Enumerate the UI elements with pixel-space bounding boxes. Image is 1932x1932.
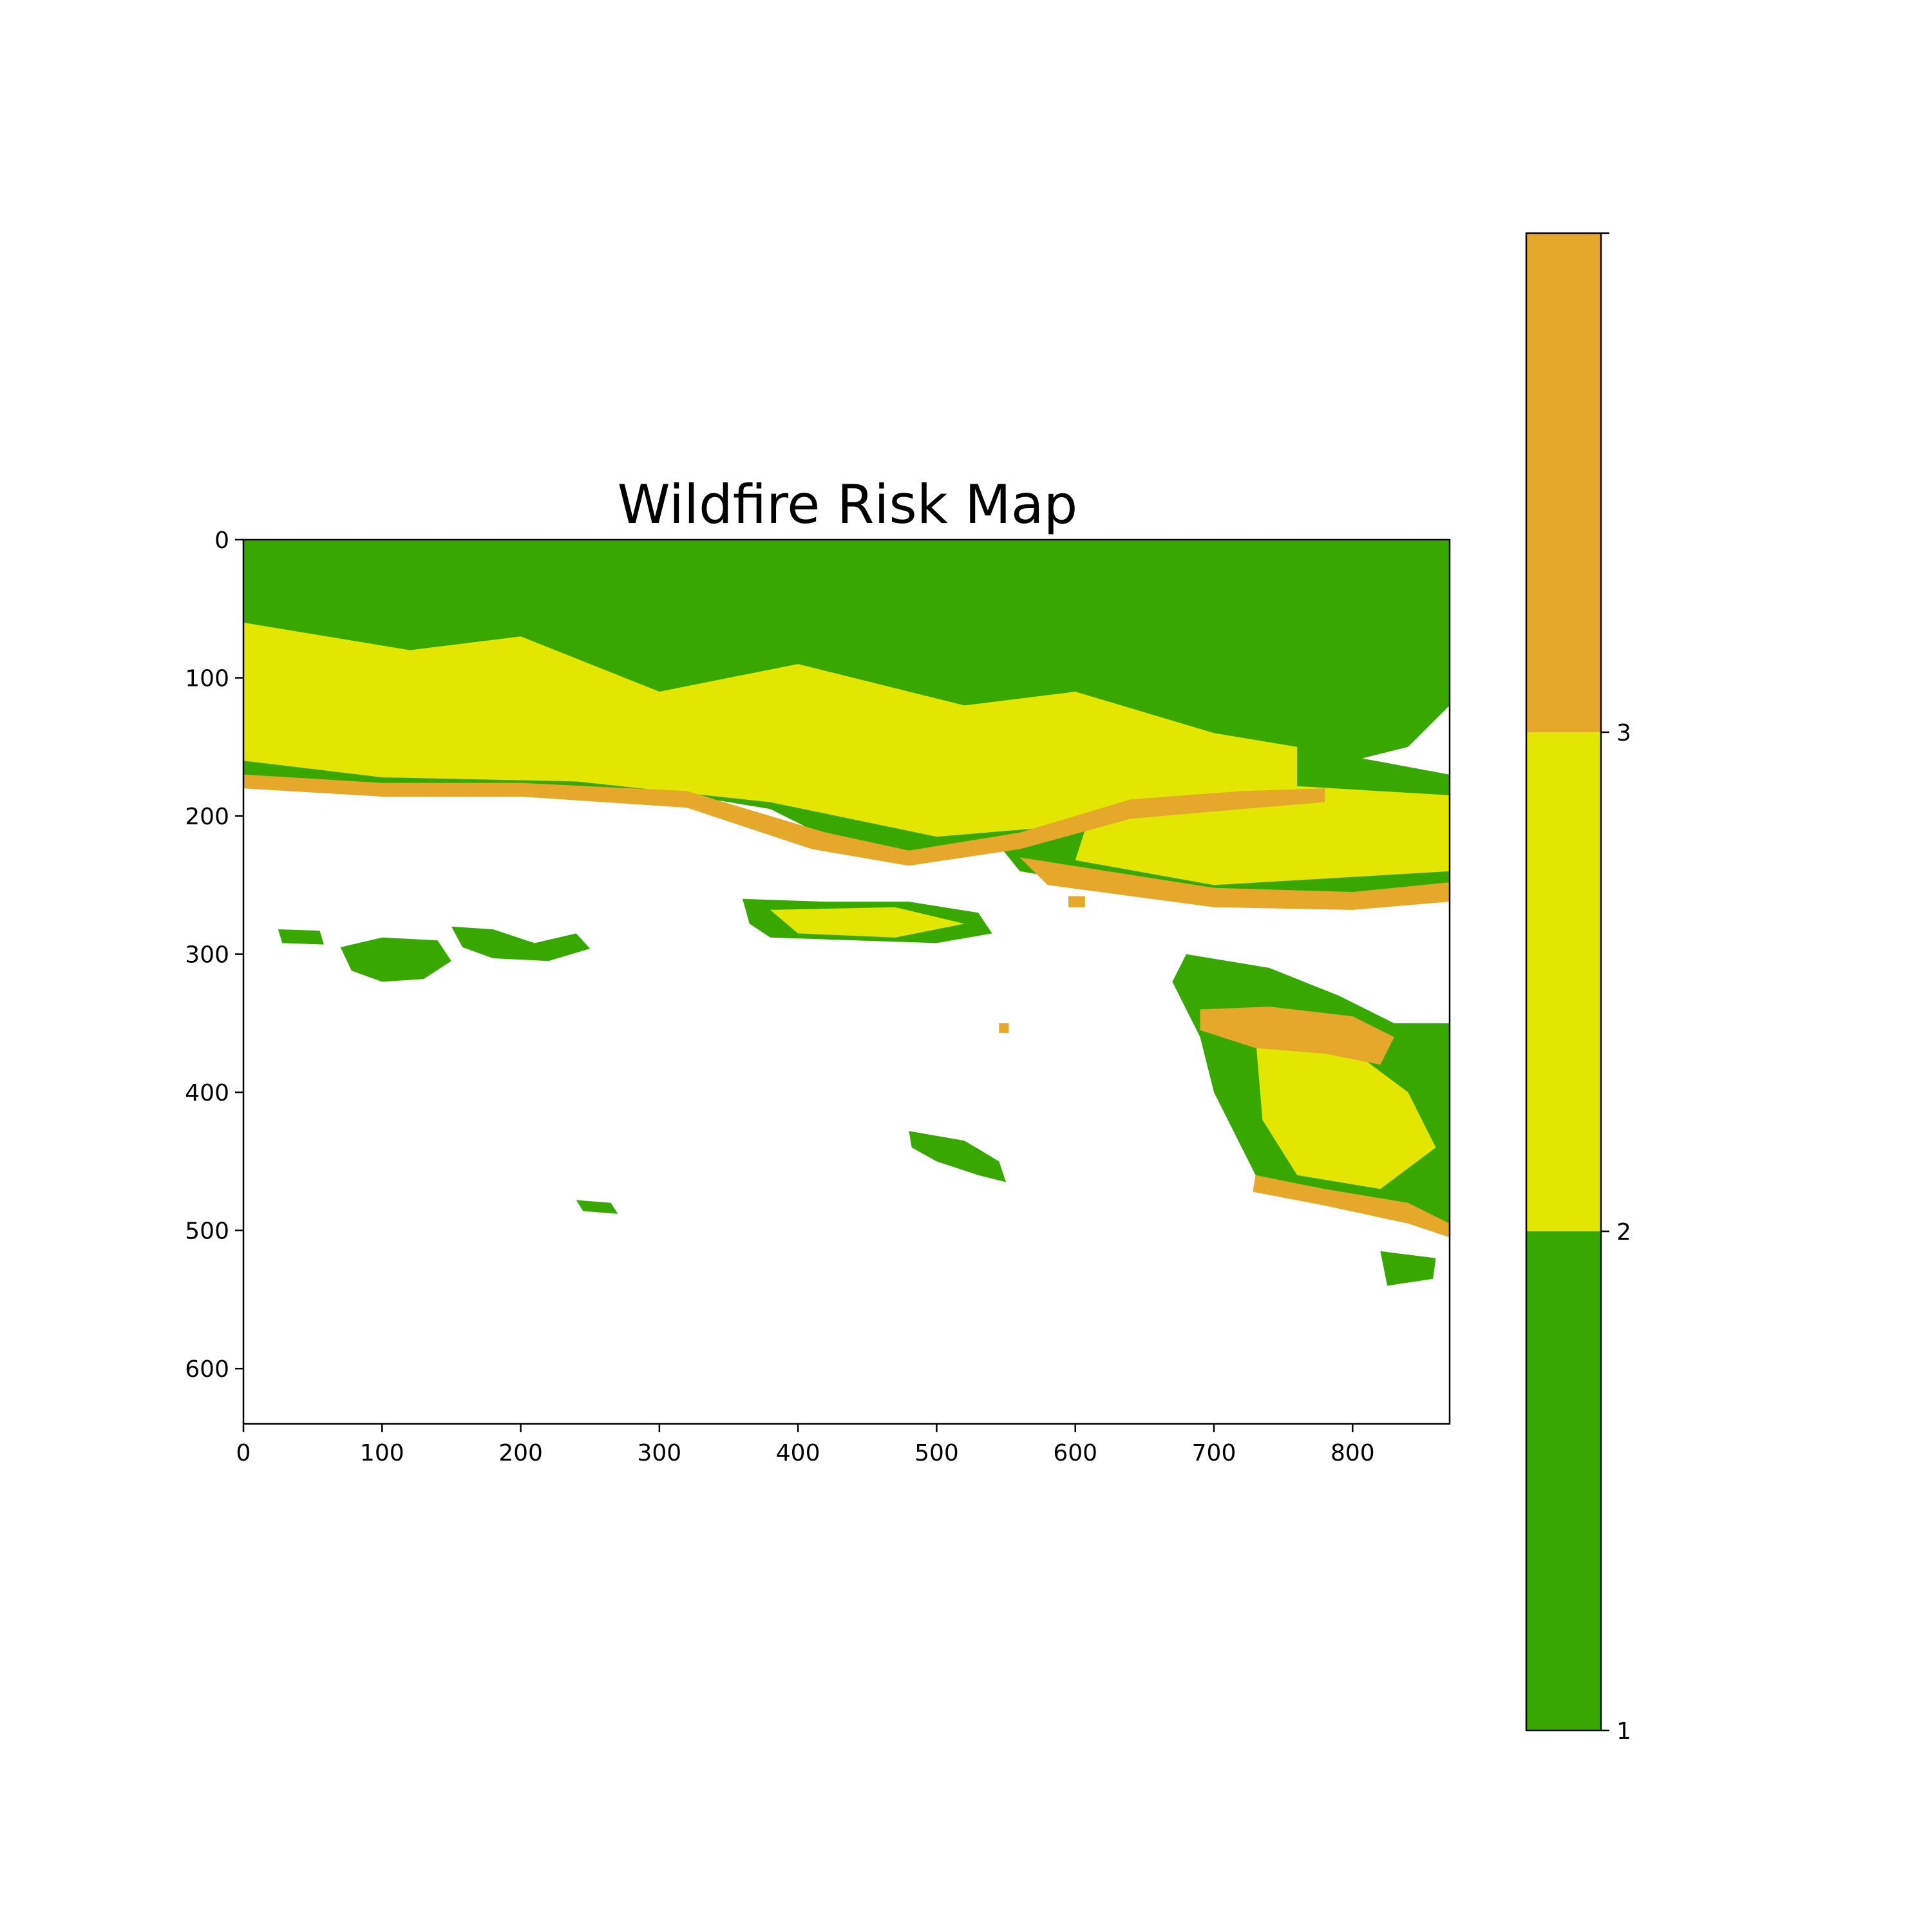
risk-region-18 bbox=[999, 1023, 1009, 1033]
y-tick-label: 400 bbox=[185, 1080, 229, 1106]
x-tick-label: 600 bbox=[1053, 1440, 1097, 1466]
y-axis: 0 100 200 300 400 500 600 bbox=[185, 527, 243, 1383]
colorbar: 1 2 3 bbox=[1526, 233, 1631, 1745]
y-tick-label: 300 bbox=[185, 942, 229, 969]
y-tick-label: 200 bbox=[185, 804, 229, 830]
x-tick-label: 0 bbox=[236, 1440, 251, 1466]
x-tick-label: 700 bbox=[1192, 1440, 1236, 1466]
chart-title: Wildfire Risk Map bbox=[618, 473, 1078, 536]
x-tick-label: 200 bbox=[498, 1440, 543, 1466]
x-tick-label: 100 bbox=[360, 1440, 404, 1466]
x-tick-label: 500 bbox=[914, 1440, 959, 1466]
x-tick-label: 800 bbox=[1331, 1440, 1375, 1466]
y-tick-label: 0 bbox=[214, 527, 229, 554]
y-tick-label: 600 bbox=[185, 1356, 229, 1383]
colorbar-segment bbox=[1526, 732, 1601, 1231]
x-axis: 0 100 200 300 400 500 600 700 800 bbox=[236, 1424, 1375, 1466]
risk-region-19 bbox=[1068, 896, 1085, 907]
colorbar-tick-label: 2 bbox=[1616, 1219, 1631, 1245]
colorbar-tick-label: 3 bbox=[1616, 720, 1631, 746]
risk-region-6 bbox=[278, 929, 324, 945]
colorbar-segment bbox=[1526, 1231, 1601, 1730]
colorbar-segment bbox=[1526, 233, 1601, 732]
colorbar-tick-label: 1 bbox=[1616, 1718, 1631, 1745]
y-tick-label: 500 bbox=[185, 1218, 229, 1245]
x-tick-label: 400 bbox=[776, 1440, 820, 1466]
x-tick-label: 300 bbox=[638, 1440, 682, 1466]
y-tick-label: 100 bbox=[185, 666, 229, 692]
